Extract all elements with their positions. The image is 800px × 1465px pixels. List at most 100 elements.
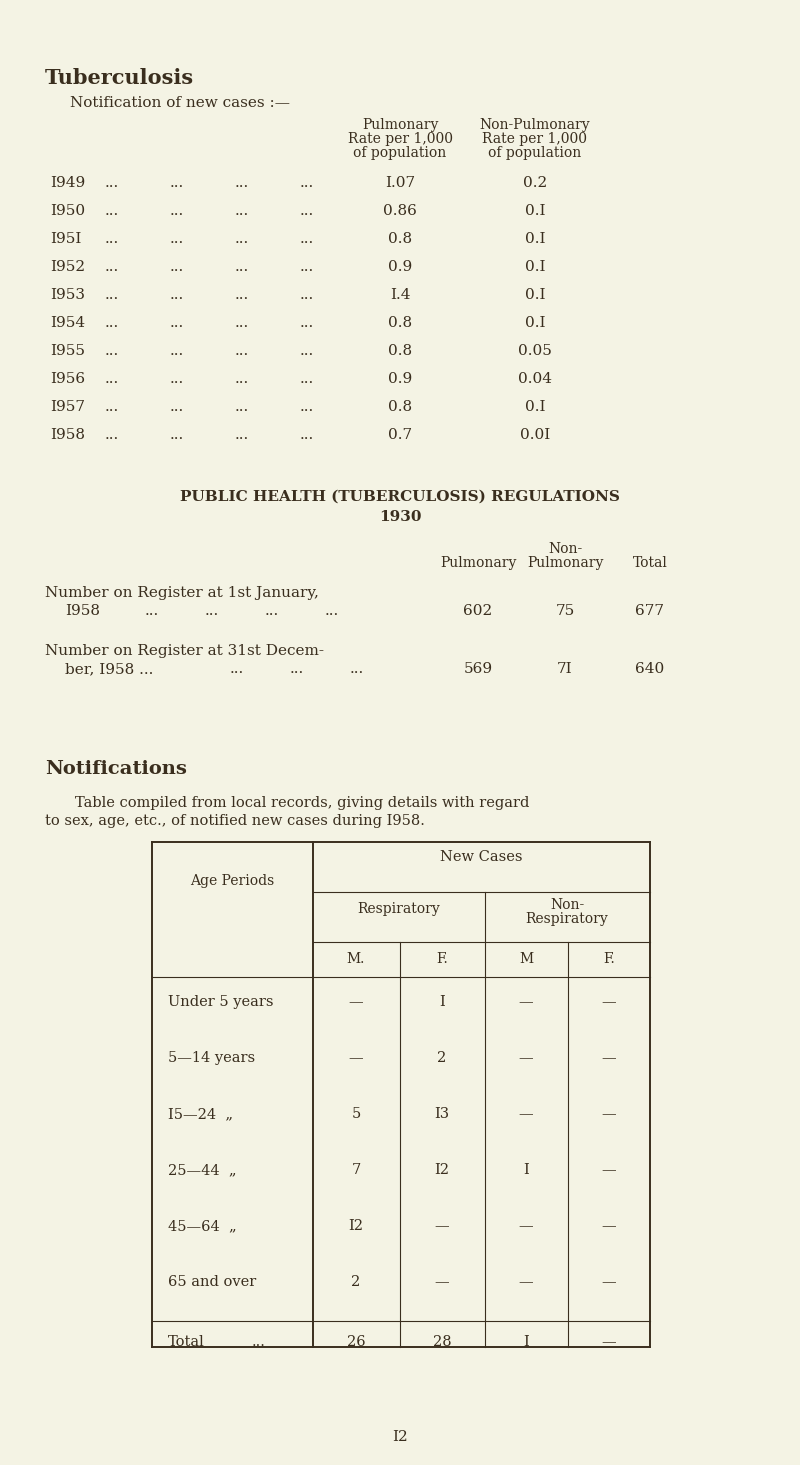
Text: I955: I955 xyxy=(50,344,85,357)
Text: 5: 5 xyxy=(351,1108,361,1121)
Text: Rate per 1,000: Rate per 1,000 xyxy=(482,132,587,146)
Text: Number on Register at 31st Decem-: Number on Register at 31st Decem- xyxy=(45,645,324,658)
Text: ...: ... xyxy=(170,289,184,302)
Text: 2: 2 xyxy=(438,1050,446,1065)
Text: I2: I2 xyxy=(392,1430,408,1444)
Text: I: I xyxy=(523,1335,529,1349)
Text: Non-Pulmonary: Non-Pulmonary xyxy=(480,119,590,132)
Text: ...: ... xyxy=(235,372,250,385)
Text: 677: 677 xyxy=(635,604,665,618)
Text: 1930: 1930 xyxy=(378,510,422,524)
Text: ...: ... xyxy=(170,400,184,415)
Text: ...: ... xyxy=(252,1335,266,1349)
Text: 28: 28 xyxy=(433,1335,451,1349)
Text: Rate per 1,000: Rate per 1,000 xyxy=(347,132,453,146)
Text: ...: ... xyxy=(300,344,314,357)
Text: I.4: I.4 xyxy=(390,289,410,302)
Text: 7: 7 xyxy=(351,1163,361,1176)
Text: of population: of population xyxy=(488,146,582,160)
Text: ...: ... xyxy=(145,604,159,618)
Text: Notifications: Notifications xyxy=(45,760,187,778)
Text: 0.9: 0.9 xyxy=(388,372,412,385)
Text: —: — xyxy=(602,1163,616,1176)
Text: ...: ... xyxy=(105,344,119,357)
Text: of population: of population xyxy=(354,146,446,160)
Text: ...: ... xyxy=(105,400,119,415)
Text: —: — xyxy=(434,1275,450,1289)
Text: I949: I949 xyxy=(50,176,86,190)
Text: ...: ... xyxy=(235,204,250,218)
Text: 75: 75 xyxy=(555,604,574,618)
Text: I956: I956 xyxy=(50,372,85,385)
Text: I2: I2 xyxy=(434,1163,450,1176)
Text: 0.86: 0.86 xyxy=(383,204,417,218)
Text: ...: ... xyxy=(325,604,339,618)
Text: 0.2: 0.2 xyxy=(523,176,547,190)
Text: ...: ... xyxy=(235,344,250,357)
Text: —: — xyxy=(349,1050,363,1065)
Text: Non-: Non- xyxy=(548,542,582,557)
Text: Notification of new cases :—: Notification of new cases :— xyxy=(70,97,290,110)
Text: ...: ... xyxy=(105,372,119,385)
Text: ...: ... xyxy=(170,259,184,274)
Text: ...: ... xyxy=(300,400,314,415)
Text: —: — xyxy=(434,1219,450,1234)
Text: I958: I958 xyxy=(50,428,85,442)
Text: Table compiled from local records, giving details with regard: Table compiled from local records, givin… xyxy=(75,795,530,810)
Text: ...: ... xyxy=(300,289,314,302)
Text: ...: ... xyxy=(105,176,119,190)
Text: I2: I2 xyxy=(349,1219,363,1234)
Text: 0.I: 0.I xyxy=(525,231,546,246)
Text: I953: I953 xyxy=(50,289,85,302)
Text: 0.05: 0.05 xyxy=(518,344,552,357)
Text: Number on Register at 1st January,: Number on Register at 1st January, xyxy=(45,586,319,601)
Text: 25—44  „: 25—44 „ xyxy=(168,1163,237,1176)
Text: —: — xyxy=(602,1108,616,1121)
Text: ...: ... xyxy=(170,372,184,385)
Text: ...: ... xyxy=(290,662,304,675)
Text: ...: ... xyxy=(105,428,119,442)
Text: —: — xyxy=(602,1050,616,1065)
Text: F.: F. xyxy=(603,952,615,965)
Text: 602: 602 xyxy=(463,604,493,618)
Text: ...: ... xyxy=(170,176,184,190)
Text: I958: I958 xyxy=(65,604,100,618)
Text: I3: I3 xyxy=(434,1108,450,1121)
Text: 45—64  „: 45—64 „ xyxy=(168,1219,237,1234)
Text: ...: ... xyxy=(350,662,364,675)
Text: I954: I954 xyxy=(50,316,85,330)
Text: ...: ... xyxy=(105,316,119,330)
Text: 640: 640 xyxy=(635,662,665,675)
Text: 0.I: 0.I xyxy=(525,400,546,415)
Text: 7I: 7I xyxy=(557,662,573,675)
Text: ...: ... xyxy=(300,372,314,385)
Text: ...: ... xyxy=(105,259,119,274)
Text: ...: ... xyxy=(205,604,219,618)
Text: ...: ... xyxy=(235,259,250,274)
Text: ...: ... xyxy=(300,259,314,274)
Text: ...: ... xyxy=(235,231,250,246)
Text: 0.I: 0.I xyxy=(525,289,546,302)
Text: 0.9: 0.9 xyxy=(388,259,412,274)
Text: ...: ... xyxy=(235,316,250,330)
Text: ...: ... xyxy=(235,176,250,190)
Text: —: — xyxy=(602,1219,616,1234)
Text: Pulmonary: Pulmonary xyxy=(527,557,603,570)
Text: New Cases: New Cases xyxy=(440,850,522,864)
Text: 0.8: 0.8 xyxy=(388,316,412,330)
Text: F.: F. xyxy=(436,952,448,965)
Text: to sex, age, etc., of notified new cases during I958.: to sex, age, etc., of notified new cases… xyxy=(45,815,425,828)
Text: —: — xyxy=(518,995,534,1009)
Text: I.07: I.07 xyxy=(385,176,415,190)
Text: ...: ... xyxy=(300,316,314,330)
Text: M.: M. xyxy=(347,952,365,965)
Text: I95I: I95I xyxy=(50,231,82,246)
Text: Age Periods: Age Periods xyxy=(190,875,274,888)
Text: ...: ... xyxy=(170,316,184,330)
Text: —: — xyxy=(518,1050,534,1065)
Text: Under 5 years: Under 5 years xyxy=(168,995,274,1009)
Text: ...: ... xyxy=(170,428,184,442)
Text: Respiratory: Respiratory xyxy=(526,913,608,926)
Text: ...: ... xyxy=(235,289,250,302)
Text: 0.0I: 0.0I xyxy=(520,428,550,442)
